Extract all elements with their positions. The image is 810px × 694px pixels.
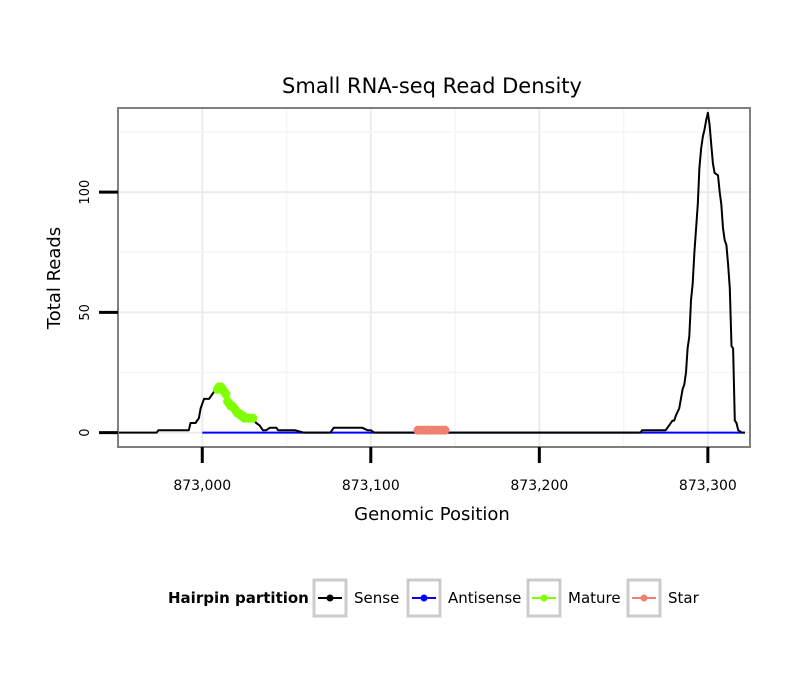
axes: 873,000 873,100 873,200 873,300 0 50 100 [78, 180, 737, 494]
x-tick-label: 873,000 [173, 478, 231, 494]
legend-entry-sense: Sense [312, 578, 399, 618]
star-point [440, 425, 450, 435]
y-tick-label: 50 [78, 304, 93, 321]
legend-entry-star: Star [626, 578, 700, 618]
legend: Hairpin partition Sense Antisense Mature St… [168, 578, 700, 618]
legend-label: Mature [568, 589, 621, 607]
plot-panel [118, 108, 750, 447]
x-axis-title: Genomic Position [354, 504, 510, 525]
plot-border [117, 107, 751, 448]
legend-title: Hairpin partition [168, 589, 309, 607]
legend-entry-antisense: Antisense [406, 578, 521, 618]
legend-key-point [420, 594, 428, 602]
x-tick-label: 873,300 [679, 478, 737, 494]
legend-label: Sense [354, 589, 399, 607]
y-axis-title: Total Reads [44, 227, 65, 330]
legend-key-point [326, 594, 334, 602]
legend-label: Antisense [448, 589, 521, 607]
mature-point [248, 413, 258, 423]
x-tick-label: 873,200 [510, 478, 568, 494]
legend-entry-mature: Mature [526, 578, 621, 618]
sense-series-line [118, 111, 745, 434]
legend-key-point [640, 594, 648, 602]
mature-point [221, 389, 231, 399]
legend-entries: Sense Antisense Mature Star [312, 578, 700, 618]
legend-key-point [540, 594, 548, 602]
y-tick-label: 0 [78, 428, 93, 436]
x-tick-label: 873,100 [342, 478, 400, 494]
y-tick-label: 100 [78, 180, 93, 205]
series-layer [118, 111, 745, 435]
legend-label: Star [668, 589, 700, 607]
chart-title: Small RNA-seq Read Density [282, 74, 582, 98]
